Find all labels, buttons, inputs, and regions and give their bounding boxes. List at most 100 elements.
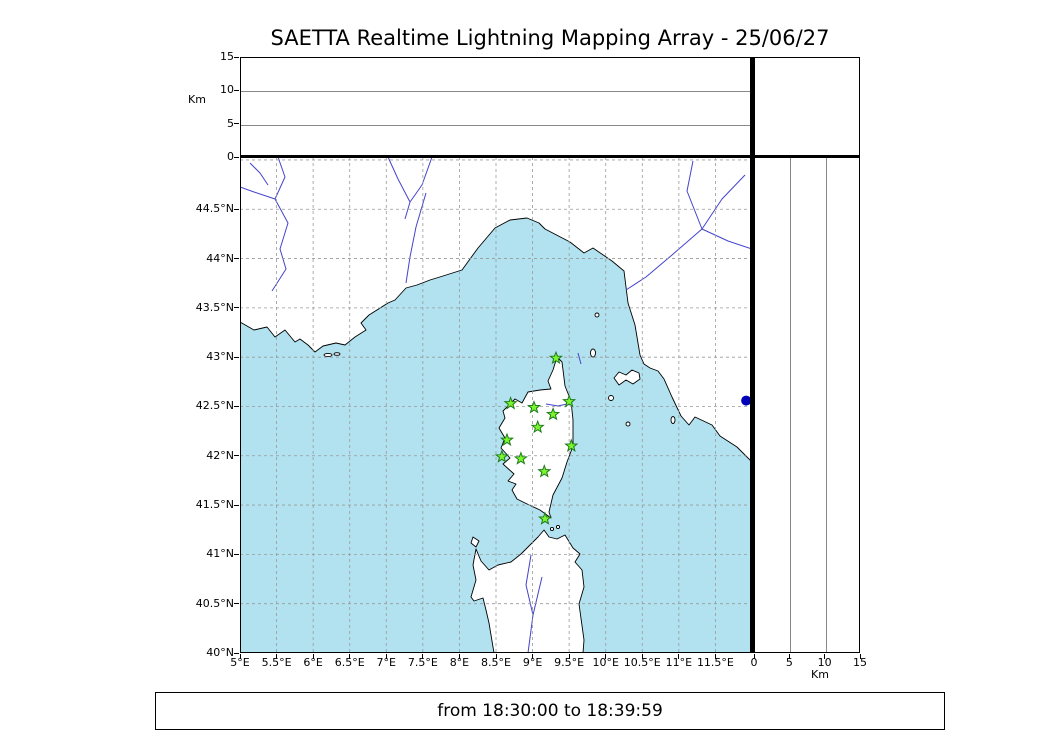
station-marker bbox=[545, 406, 561, 421]
lon-tick-label: 8.5°E bbox=[481, 656, 511, 669]
right-panel-tick-label: 0 bbox=[750, 656, 758, 669]
station-marker bbox=[548, 350, 564, 365]
station-marker bbox=[513, 451, 528, 465]
lat-tick-label: 43°N bbox=[206, 350, 234, 364]
lon-tick-label: 10.5°E bbox=[623, 656, 661, 669]
lon-tick-mark bbox=[276, 654, 278, 659]
island-maddalena bbox=[549, 526, 555, 532]
lon-tick-mark bbox=[714, 654, 716, 659]
lon-tick-mark bbox=[422, 654, 424, 659]
river bbox=[545, 403, 568, 407]
river bbox=[387, 157, 411, 203]
right-panel-tick-label: 5 bbox=[785, 656, 793, 669]
altitude-tick-label: 0 bbox=[227, 150, 234, 163]
lat-tick-label: 41°N bbox=[206, 547, 234, 561]
station-marker bbox=[499, 432, 515, 447]
lon-tick-mark bbox=[532, 654, 534, 659]
altitude-tick-label: 5 bbox=[227, 116, 234, 130]
altitude-panel-gridline bbox=[241, 91, 751, 93]
lon-tick-label: 9.5°E bbox=[554, 656, 585, 669]
time-range-text: from 18:30:00 to 18:39:59 bbox=[437, 701, 663, 721]
right-panel-gridline bbox=[825, 158, 827, 652]
island-montecristo bbox=[625, 421, 631, 427]
lon-tick-mark bbox=[605, 654, 607, 659]
station-markers bbox=[494, 350, 579, 525]
rivers bbox=[240, 157, 752, 653]
station-marker bbox=[526, 400, 542, 414]
lat-tick-label: 40.5°N bbox=[195, 596, 234, 610]
lon-tick-label: 6°E bbox=[303, 656, 323, 669]
river bbox=[249, 162, 269, 186]
lat-tick-mark bbox=[234, 258, 239, 260]
altitude-axis-label: Km bbox=[188, 93, 206, 106]
lon-tick-label: 5°E bbox=[230, 656, 250, 669]
altitude-tick-mark bbox=[234, 123, 239, 125]
lon-tick-mark bbox=[349, 654, 351, 659]
lat-tick-label: 40°N bbox=[206, 646, 234, 659]
lon-tick-label: 7°E bbox=[376, 656, 396, 669]
altitude-latitude-panel bbox=[754, 157, 860, 653]
lon-tick-mark bbox=[678, 654, 680, 659]
right-panel-tick-mark bbox=[788, 654, 790, 659]
lon-tick-mark bbox=[385, 654, 387, 659]
lon-tick-label: 11.5°E bbox=[696, 656, 734, 669]
lon-tick-mark bbox=[458, 654, 460, 659]
lat-tick-mark bbox=[234, 405, 239, 407]
lat-tick-label: 42°N bbox=[206, 448, 234, 462]
lat-tick-mark bbox=[234, 652, 239, 654]
altitude-tick-mark bbox=[234, 89, 239, 91]
river bbox=[686, 160, 703, 230]
lon-tick-mark bbox=[239, 654, 241, 659]
event-marker bbox=[741, 395, 752, 406]
station-marker bbox=[537, 464, 552, 478]
island-capraia bbox=[590, 348, 596, 358]
river bbox=[577, 352, 582, 365]
lat-tick-mark bbox=[234, 504, 239, 506]
lat-tick-mark bbox=[234, 455, 239, 457]
river bbox=[701, 228, 752, 250]
lon-tick-label: 6.5°E bbox=[334, 656, 365, 669]
right-panel-tick-mark bbox=[824, 654, 826, 659]
lat-tick-mark bbox=[234, 356, 239, 358]
river bbox=[532, 576, 543, 616]
figure-title: SAETTA Realtime Lightning Mapping Array … bbox=[270, 26, 830, 50]
river bbox=[405, 192, 427, 284]
altitude-longitude-panel bbox=[240, 57, 752, 157]
island-pianosa bbox=[608, 395, 614, 401]
landmass-corsica bbox=[498, 356, 574, 519]
altitude-panel-gridline bbox=[241, 124, 751, 126]
right-panel-gridline bbox=[790, 158, 792, 652]
lat-tick-mark bbox=[234, 553, 239, 555]
river bbox=[525, 554, 534, 653]
lon-tick-label: 9°E bbox=[522, 656, 543, 669]
island-maddalena bbox=[555, 524, 561, 530]
lat-tick-label: 44.5°N bbox=[195, 202, 234, 216]
altitude-tick-mark bbox=[234, 56, 239, 58]
altitude-tick-label: 10 bbox=[220, 83, 234, 97]
time-range-box: from 18:30:00 to 18:39:59 bbox=[155, 692, 945, 730]
station-marker bbox=[530, 419, 545, 434]
station-marker bbox=[503, 396, 518, 410]
lon-tick-label: 10°E bbox=[592, 656, 619, 669]
lon-tick-mark bbox=[641, 654, 643, 659]
right-panel-tick-mark bbox=[753, 654, 755, 659]
lat-tick-mark bbox=[234, 603, 239, 605]
altitude-tick-label: 15 bbox=[220, 50, 234, 63]
lat-tick-mark bbox=[234, 208, 239, 210]
island-elba bbox=[613, 369, 641, 386]
lon-tick-mark bbox=[495, 654, 497, 659]
lat-tick-label: 44°N bbox=[206, 251, 234, 265]
lon-tick-label: 5.5°E bbox=[261, 656, 292, 669]
right-panel-tick-mark bbox=[859, 654, 861, 659]
river bbox=[271, 157, 289, 292]
island-gorgona bbox=[594, 312, 600, 318]
lon-tick-label: 8°E bbox=[449, 656, 470, 669]
top-right-aux-panel bbox=[754, 57, 860, 157]
map-panel bbox=[240, 157, 752, 653]
lon-tick-mark bbox=[312, 654, 314, 659]
lat-tick-label: 43.5°N bbox=[195, 300, 234, 314]
lat-tick-label: 41.5°N bbox=[195, 498, 234, 512]
station-marker bbox=[562, 394, 577, 408]
right-panel-tick-label: 10 bbox=[817, 656, 832, 669]
